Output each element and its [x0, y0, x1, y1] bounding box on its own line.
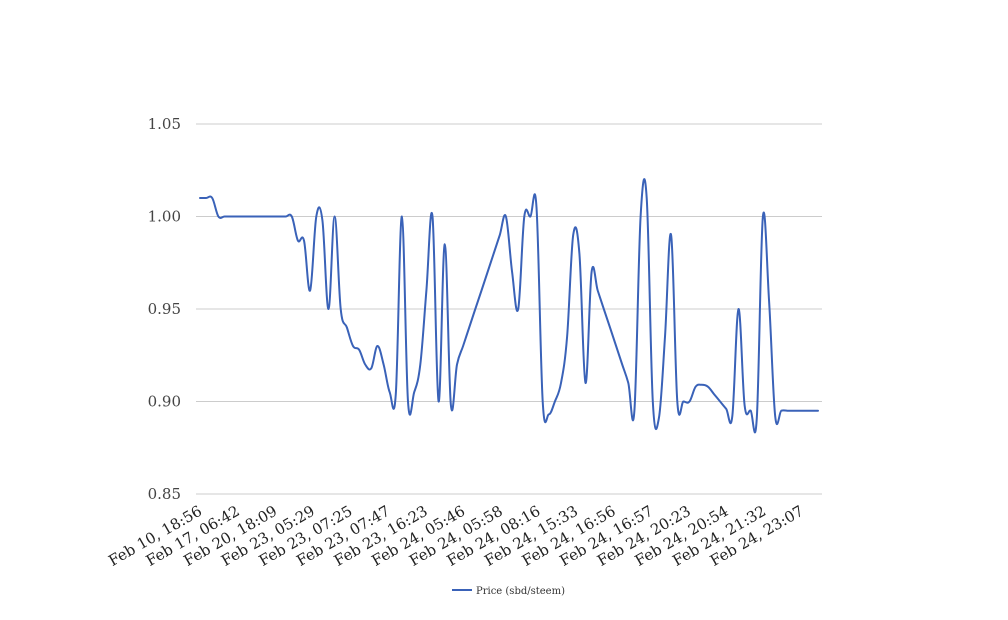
legend: Price (sbd/steem)	[452, 586, 565, 597]
series-line-price	[199, 178, 819, 434]
y-tick-label: 0.85	[148, 485, 181, 503]
y-axis-ticks: 0.85 0.90 0.95 1.00 1.05	[148, 115, 181, 503]
gridlines	[196, 123, 822, 495]
legend-label: Price (sbd/steem)	[476, 586, 565, 597]
y-tick-label: 1.00	[148, 208, 181, 226]
y-tick-label: 0.90	[148, 393, 181, 411]
y-tick-label: 1.05	[148, 115, 181, 133]
y-tick-label: 0.95	[148, 300, 181, 318]
